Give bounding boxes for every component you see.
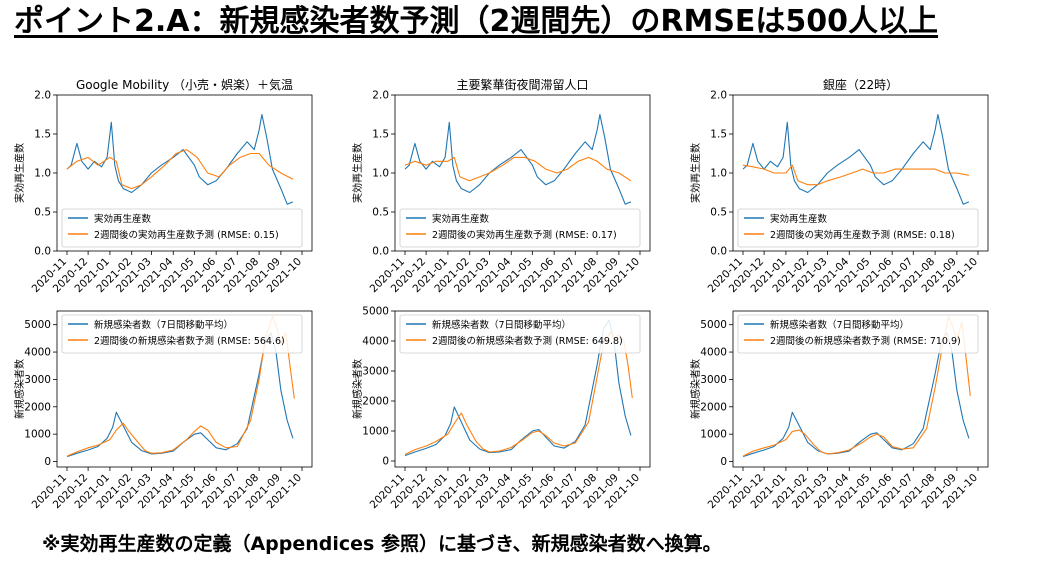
y-tick-label: 0 xyxy=(382,456,389,468)
series-line-predicted xyxy=(742,164,970,186)
legend-label: 2週間後の実効再生産数予測 (RMSE: 0.17) xyxy=(432,229,617,241)
chart-title: 銀座（22時） xyxy=(823,77,898,92)
series-line-actual xyxy=(404,113,632,205)
chart-panel-2: 0.00.51.01.52.02020-112020-122021-012021… xyxy=(351,77,651,295)
legend: 実効再生産数 2週間後の実効再生産数予測 (RMSE: 0.15) xyxy=(61,208,303,248)
legend-label: 実効再生産数 xyxy=(770,213,828,225)
y-tick-label: 1.0 xyxy=(372,168,389,180)
legend-label: 2週間後の新規感染者数予測 (RMSE: 710.9) xyxy=(770,335,961,347)
legend-box xyxy=(737,208,979,248)
y-tick-label: 0.0 xyxy=(372,246,389,258)
y-tick-label: 1000 xyxy=(700,429,727,441)
legend: 実効再生産数 2週間後の実効再生産数予測 (RMSE: 0.18) xyxy=(737,208,979,248)
legend-label: 新規感染者数（7日間移動平均） xyxy=(432,319,571,331)
legend: 新規感染者数（7日間移動平均） 2週間後の新規感染者数予測 (RMSE: 564.… xyxy=(61,314,303,354)
legend-box xyxy=(61,208,303,248)
series-line-actual xyxy=(66,113,294,205)
legend-label: 2週間後の新規感染者数予測 (RMSE: 564.6) xyxy=(94,335,285,347)
y-tick-label: 2000 xyxy=(700,401,727,413)
y-axis-label: 新規感染者数 xyxy=(351,359,364,419)
legend: 実効再生産数 2週間後の実効再生産数予測 (RMSE: 0.17) xyxy=(399,208,641,248)
y-tick-label: 1.5 xyxy=(34,129,51,141)
y-tick-label: 0 xyxy=(44,456,51,468)
y-tick-label: 4000 xyxy=(362,336,389,348)
legend-label: 新規感染者数（7日間移動平均） xyxy=(770,319,909,331)
y-axis-label: 実効再生産数 xyxy=(351,143,364,203)
legend-label: 新規感染者数（7日間移動平均） xyxy=(94,319,233,331)
chart-panel-1: 0.00.51.01.52.02020-112020-122021-012021… xyxy=(13,77,313,295)
y-tick-label: 0 xyxy=(720,456,727,468)
y-tick-label: 0.5 xyxy=(372,207,389,219)
y-tick-label: 1.5 xyxy=(372,129,389,141)
chart-panel-5: 0100020003000400050002020-112020-122021-… xyxy=(351,306,651,511)
legend: 新規感染者数（7日間移動平均） 2週間後の新規感染者数予測 (RMSE: 710.… xyxy=(737,314,979,354)
chart-title: Google Mobility （小売・娯楽）＋気温 xyxy=(76,77,293,92)
y-tick-label: 1.5 xyxy=(710,129,727,141)
y-tick-label: 4000 xyxy=(24,347,51,359)
legend-box xyxy=(399,208,641,248)
y-tick-label: 3000 xyxy=(24,374,51,386)
series-line-predicted xyxy=(404,156,632,182)
y-axis-label: 実効再生産数 xyxy=(689,143,702,203)
y-axis-label: 新規感染者数 xyxy=(13,359,26,419)
y-axis-label: 新規感染者数 xyxy=(689,359,702,419)
y-tick-label: 1000 xyxy=(362,426,389,438)
series-line-predicted xyxy=(66,149,294,190)
legend-label: 実効再生産数 xyxy=(432,213,490,225)
y-tick-label: 4000 xyxy=(700,347,727,359)
series-line-actual xyxy=(742,113,970,205)
y-tick-label: 1000 xyxy=(24,429,51,441)
y-tick-label: 2000 xyxy=(362,396,389,408)
y-axis-label: 実効再生産数 xyxy=(13,143,26,203)
legend: 新規感染者数（7日間移動平均） 2週間後の新規感染者数予測 (RMSE: 649.… xyxy=(399,314,641,354)
legend-box xyxy=(399,314,641,354)
legend-label: 実効再生産数 xyxy=(94,213,152,225)
chart-panel-3: 0.00.51.01.52.02020-112020-122021-012021… xyxy=(689,77,989,295)
chart-panel-4: 0100020003000400050002020-112020-122021-… xyxy=(13,310,313,511)
chart-panel-6: 0100020003000400050002020-112020-122021-… xyxy=(689,310,989,511)
y-tick-label: 0.5 xyxy=(710,207,727,219)
legend-label: 2週間後の実効再生産数予測 (RMSE: 0.15) xyxy=(94,229,279,241)
footnote: ※実効再生産数の定義（Appendices 参照）に基づき、新規感染者数へ換算。 xyxy=(42,533,722,555)
y-tick-label: 5000 xyxy=(362,306,389,318)
chart-title: 主要繁華街夜間滞留人口 xyxy=(456,77,588,92)
y-tick-label: 1.0 xyxy=(710,168,727,180)
y-tick-label: 5000 xyxy=(24,319,51,331)
y-tick-label: 5000 xyxy=(700,319,727,331)
y-tick-label: 3000 xyxy=(362,366,389,378)
y-tick-label: 2.0 xyxy=(710,90,727,102)
y-tick-label: 2.0 xyxy=(372,90,389,102)
legend-box xyxy=(737,314,979,354)
y-tick-label: 2.0 xyxy=(34,90,51,102)
legend-label: 2週間後の実効再生産数予測 (RMSE: 0.18) xyxy=(770,229,955,241)
legend-label: 2週間後の新規感染者数予測 (RMSE: 649.8) xyxy=(432,335,623,347)
slide-title: ポイント2.A：新規感染者数予測（2週間先）のRMSEは500人以上 xyxy=(14,4,939,39)
legend-box xyxy=(61,314,303,354)
y-tick-label: 1.0 xyxy=(34,168,51,180)
y-tick-label: 0.0 xyxy=(34,246,51,258)
y-tick-label: 0.0 xyxy=(710,246,727,258)
y-tick-label: 3000 xyxy=(700,374,727,386)
y-tick-label: 0.5 xyxy=(34,207,51,219)
y-tick-label: 2000 xyxy=(24,401,51,413)
